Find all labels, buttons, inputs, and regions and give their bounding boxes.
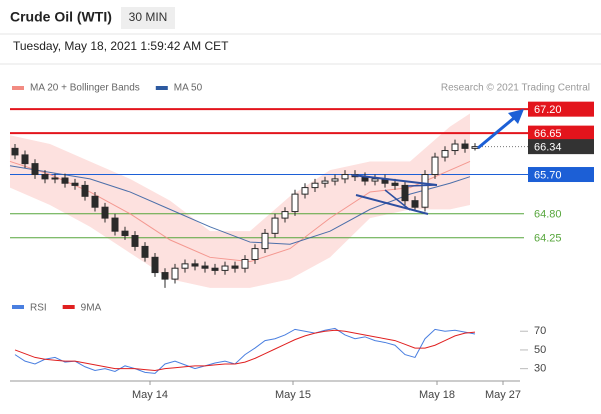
ma-line [9, 160, 471, 263]
level-label: 64.80 [534, 209, 562, 221]
legend-label: MA 50 [174, 83, 203, 94]
candle-body [201, 265, 209, 269]
candle-body [161, 272, 169, 280]
candle-body [251, 248, 259, 260]
drawings [351, 109, 524, 215]
candle-body [451, 143, 459, 152]
trend-line [351, 174, 438, 186]
legend-swatch [155, 86, 168, 90]
candle-body [41, 174, 49, 180]
candle-body [291, 193, 299, 213]
candle-body [311, 182, 319, 189]
candle-body [261, 232, 269, 250]
legend-label: MA 20 + Bollinger Bands [30, 83, 140, 94]
x-tick-label: May 14 [132, 389, 168, 401]
legend-swatch [62, 305, 75, 309]
candle-body [81, 184, 89, 197]
candle-body [51, 177, 59, 180]
candle-body [71, 182, 79, 186]
candle-body [441, 150, 449, 158]
rsi-panel: RSI 9MA 30 50 70 [12, 303, 546, 375]
candle-body [331, 178, 339, 182]
price-panel: MA 20 + Bollinger Bands MA 50 67.20 66.65 65… [9, 83, 594, 401]
candle-body [21, 154, 29, 165]
candle-body [181, 263, 189, 269]
y-tick-label: 30 [534, 363, 546, 375]
candle-body [231, 265, 239, 269]
y-tick-label: 70 [534, 325, 546, 337]
level-label-box [528, 101, 594, 117]
candle-body [241, 258, 249, 269]
candle-body [341, 174, 349, 180]
legend-swatch [12, 86, 24, 90]
candle-body [271, 217, 279, 234]
trend-line [407, 184, 438, 187]
indicator-line [14, 329, 476, 372]
candle-body [211, 267, 219, 271]
forecast-arrow [477, 116, 515, 150]
candle-body [101, 206, 109, 219]
candle-body [431, 156, 439, 176]
candle-body [111, 217, 119, 232]
x-tick-label: May 18 [419, 389, 455, 401]
candle-body [121, 230, 129, 237]
y-tick-label: 50 [534, 344, 546, 356]
ma-line [9, 165, 471, 245]
trend-line [384, 189, 411, 211]
x-tick-label: May 15 [275, 389, 311, 401]
candle-body [411, 200, 419, 208]
bollinger-band [10, 113, 470, 288]
title: Crude Oil (WTI) [10, 9, 112, 25]
candle-body [321, 180, 329, 184]
level-label: 65.70 [534, 169, 562, 181]
trend-line [355, 194, 429, 215]
x-tick-label: May 27 [485, 389, 521, 401]
candle-body [151, 256, 159, 274]
legend-swatch [12, 305, 24, 309]
candle-body [91, 195, 99, 208]
candle-body [281, 211, 289, 219]
timestamp: Tuesday, May 18, 2021 1:59:42 AM CET [13, 39, 229, 53]
candle-body [391, 182, 399, 186]
candle-body [221, 265, 229, 271]
candle-body [61, 177, 69, 184]
level-label-box [528, 125, 594, 141]
current-price-label: 66.34 [534, 142, 562, 154]
indicator-line [14, 327, 476, 374]
candle-body [11, 147, 19, 156]
forecast-arrow-head [508, 109, 524, 124]
candle-body [31, 163, 39, 176]
level-label: 64.25 [534, 233, 562, 245]
legend-label: RSI [30, 303, 47, 314]
current-price-box [528, 139, 594, 155]
legend-label: 9MA [81, 303, 102, 314]
candle-body [301, 187, 309, 195]
credit: Research © 2021 Trading Central [441, 83, 590, 94]
timeframe: 30 MIN [129, 10, 168, 24]
candle-body [461, 143, 469, 149]
level-label: 66.65 [534, 128, 562, 140]
candle-body [131, 235, 139, 247]
candle-body [371, 178, 379, 182]
candle-body [421, 174, 429, 208]
candle-body [171, 267, 179, 280]
candle-body [401, 184, 409, 202]
candle-body [141, 245, 149, 258]
level-label: 67.20 [534, 104, 562, 116]
candle-body [191, 263, 199, 267]
level-label-box [528, 167, 594, 183]
timeframe-badge [121, 7, 175, 29]
